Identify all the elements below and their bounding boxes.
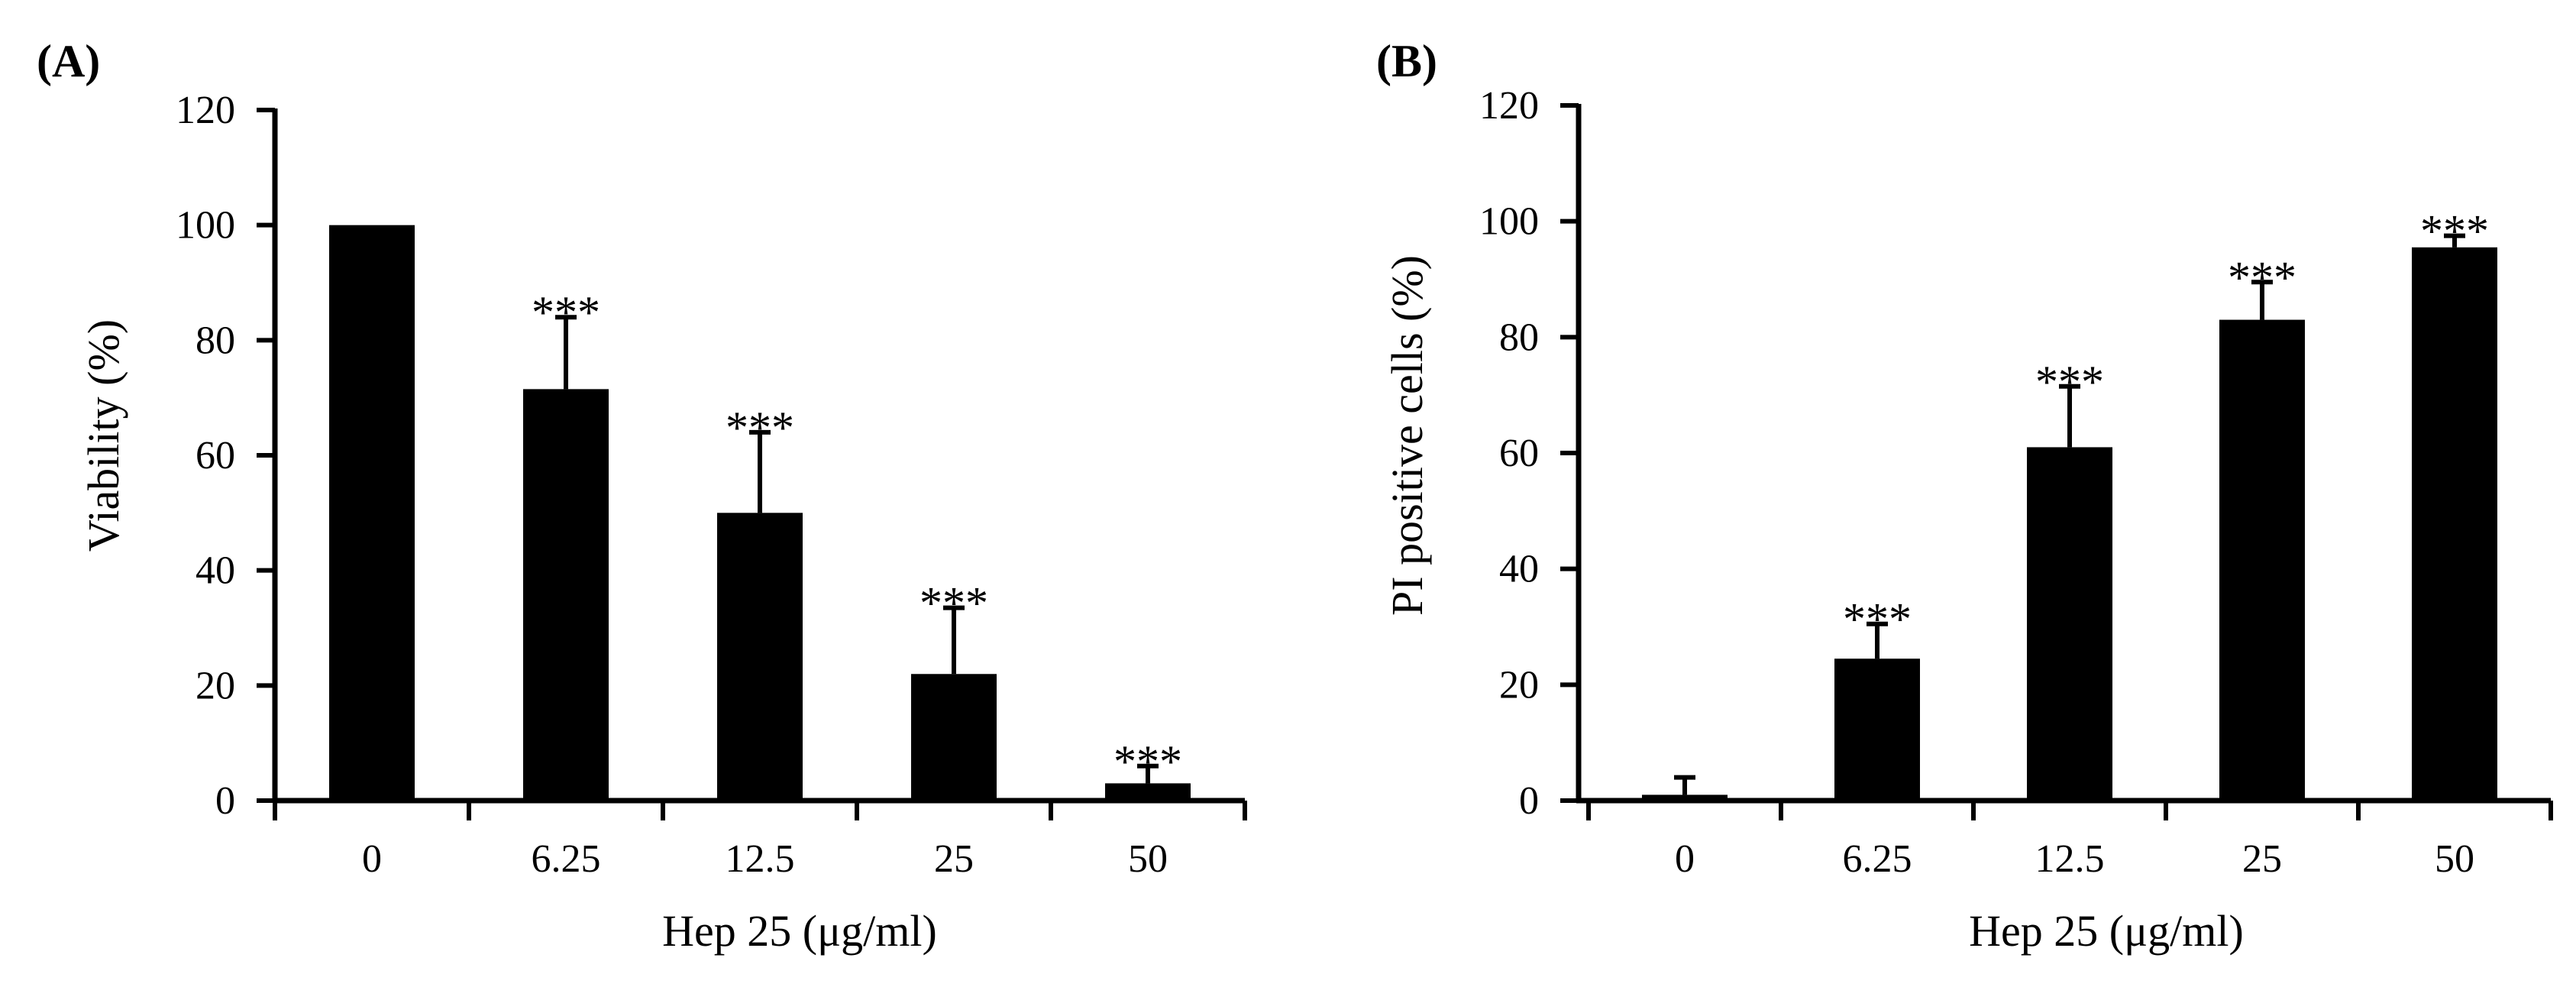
x-tick-label-b: 6.25 xyxy=(1843,837,1912,881)
chart-panel-b: (B) PI positive cells (%) Hep 25 (μg/ml)… xyxy=(1376,36,2553,956)
bar-b-3 xyxy=(2219,319,2305,801)
significance-label-a-4: *** xyxy=(1113,736,1182,787)
significance-label-b-1: *** xyxy=(1843,594,1912,645)
x-tick-label-b: 25 xyxy=(2242,837,2282,881)
y-tick-label-b: 60 xyxy=(1499,432,1539,475)
x-tick-label-a: 6.25 xyxy=(532,837,601,881)
panel-label-b: (B) xyxy=(1376,36,1437,86)
bar-b-4 xyxy=(2412,247,2497,801)
x-tick-label-a: 12.5 xyxy=(726,837,795,881)
y-axis-title-b: PI positive cells (%) xyxy=(1382,255,1432,616)
y-tick-label-b: 20 xyxy=(1499,663,1539,707)
y-tick-label-a: 100 xyxy=(176,204,235,248)
y-tick-label-a: 60 xyxy=(196,434,235,477)
bar-b-0 xyxy=(1642,794,1728,801)
x-tick-label-a: 25 xyxy=(934,837,974,881)
significance-label-a-2: *** xyxy=(726,403,794,453)
significance-label-a-1: *** xyxy=(532,287,600,338)
y-tick-label-b: 100 xyxy=(1479,200,1539,244)
bar-a-1 xyxy=(523,389,609,801)
bar-a-2 xyxy=(717,513,803,801)
y-tick-label-a: 40 xyxy=(196,549,235,593)
bar-b-2 xyxy=(2027,447,2112,801)
x-tick-label-b: 0 xyxy=(1675,837,1695,881)
significance-label-b-2: *** xyxy=(2035,357,2104,407)
y-tick-label-a: 80 xyxy=(196,319,235,362)
y-tick-label-b: 0 xyxy=(1519,779,1539,823)
y-tick-label-a: 0 xyxy=(215,779,235,823)
significance-label-b-3: *** xyxy=(2228,252,2296,303)
chart-panel-a: (A) Viability (%) Hep 25 (μg/ml) 0 20 40 60… xyxy=(37,36,1247,956)
y-tick-label-b: 120 xyxy=(1479,84,1539,128)
y-tick-label-a: 20 xyxy=(196,664,235,707)
x-axis-title-b: Hep 25 (μg/ml) xyxy=(1969,906,2244,956)
bar-a-3 xyxy=(911,674,997,801)
x-tick-label-b: 50 xyxy=(2435,837,2474,881)
x-tick-label-a: 50 xyxy=(1128,837,1168,881)
y-tick-label-b: 40 xyxy=(1499,548,1539,591)
x-axis-title-a: Hep 25 (μg/ml) xyxy=(662,906,937,956)
x-tick-label-b: 12.5 xyxy=(2035,837,2105,881)
significance-label-b-4: *** xyxy=(2420,206,2489,257)
x-tick-label-a: 0 xyxy=(362,837,382,881)
bar-b-1 xyxy=(1834,659,1920,801)
bar-a-0 xyxy=(329,225,415,801)
y-axis-title-a: Viability (%) xyxy=(79,319,128,552)
significance-label-a-3: *** xyxy=(920,578,988,629)
y-tick-label-a: 120 xyxy=(176,89,235,132)
panel-label-a: (A) xyxy=(37,36,100,86)
bar-a-4 xyxy=(1105,783,1191,801)
y-tick-label-b: 80 xyxy=(1499,316,1539,359)
